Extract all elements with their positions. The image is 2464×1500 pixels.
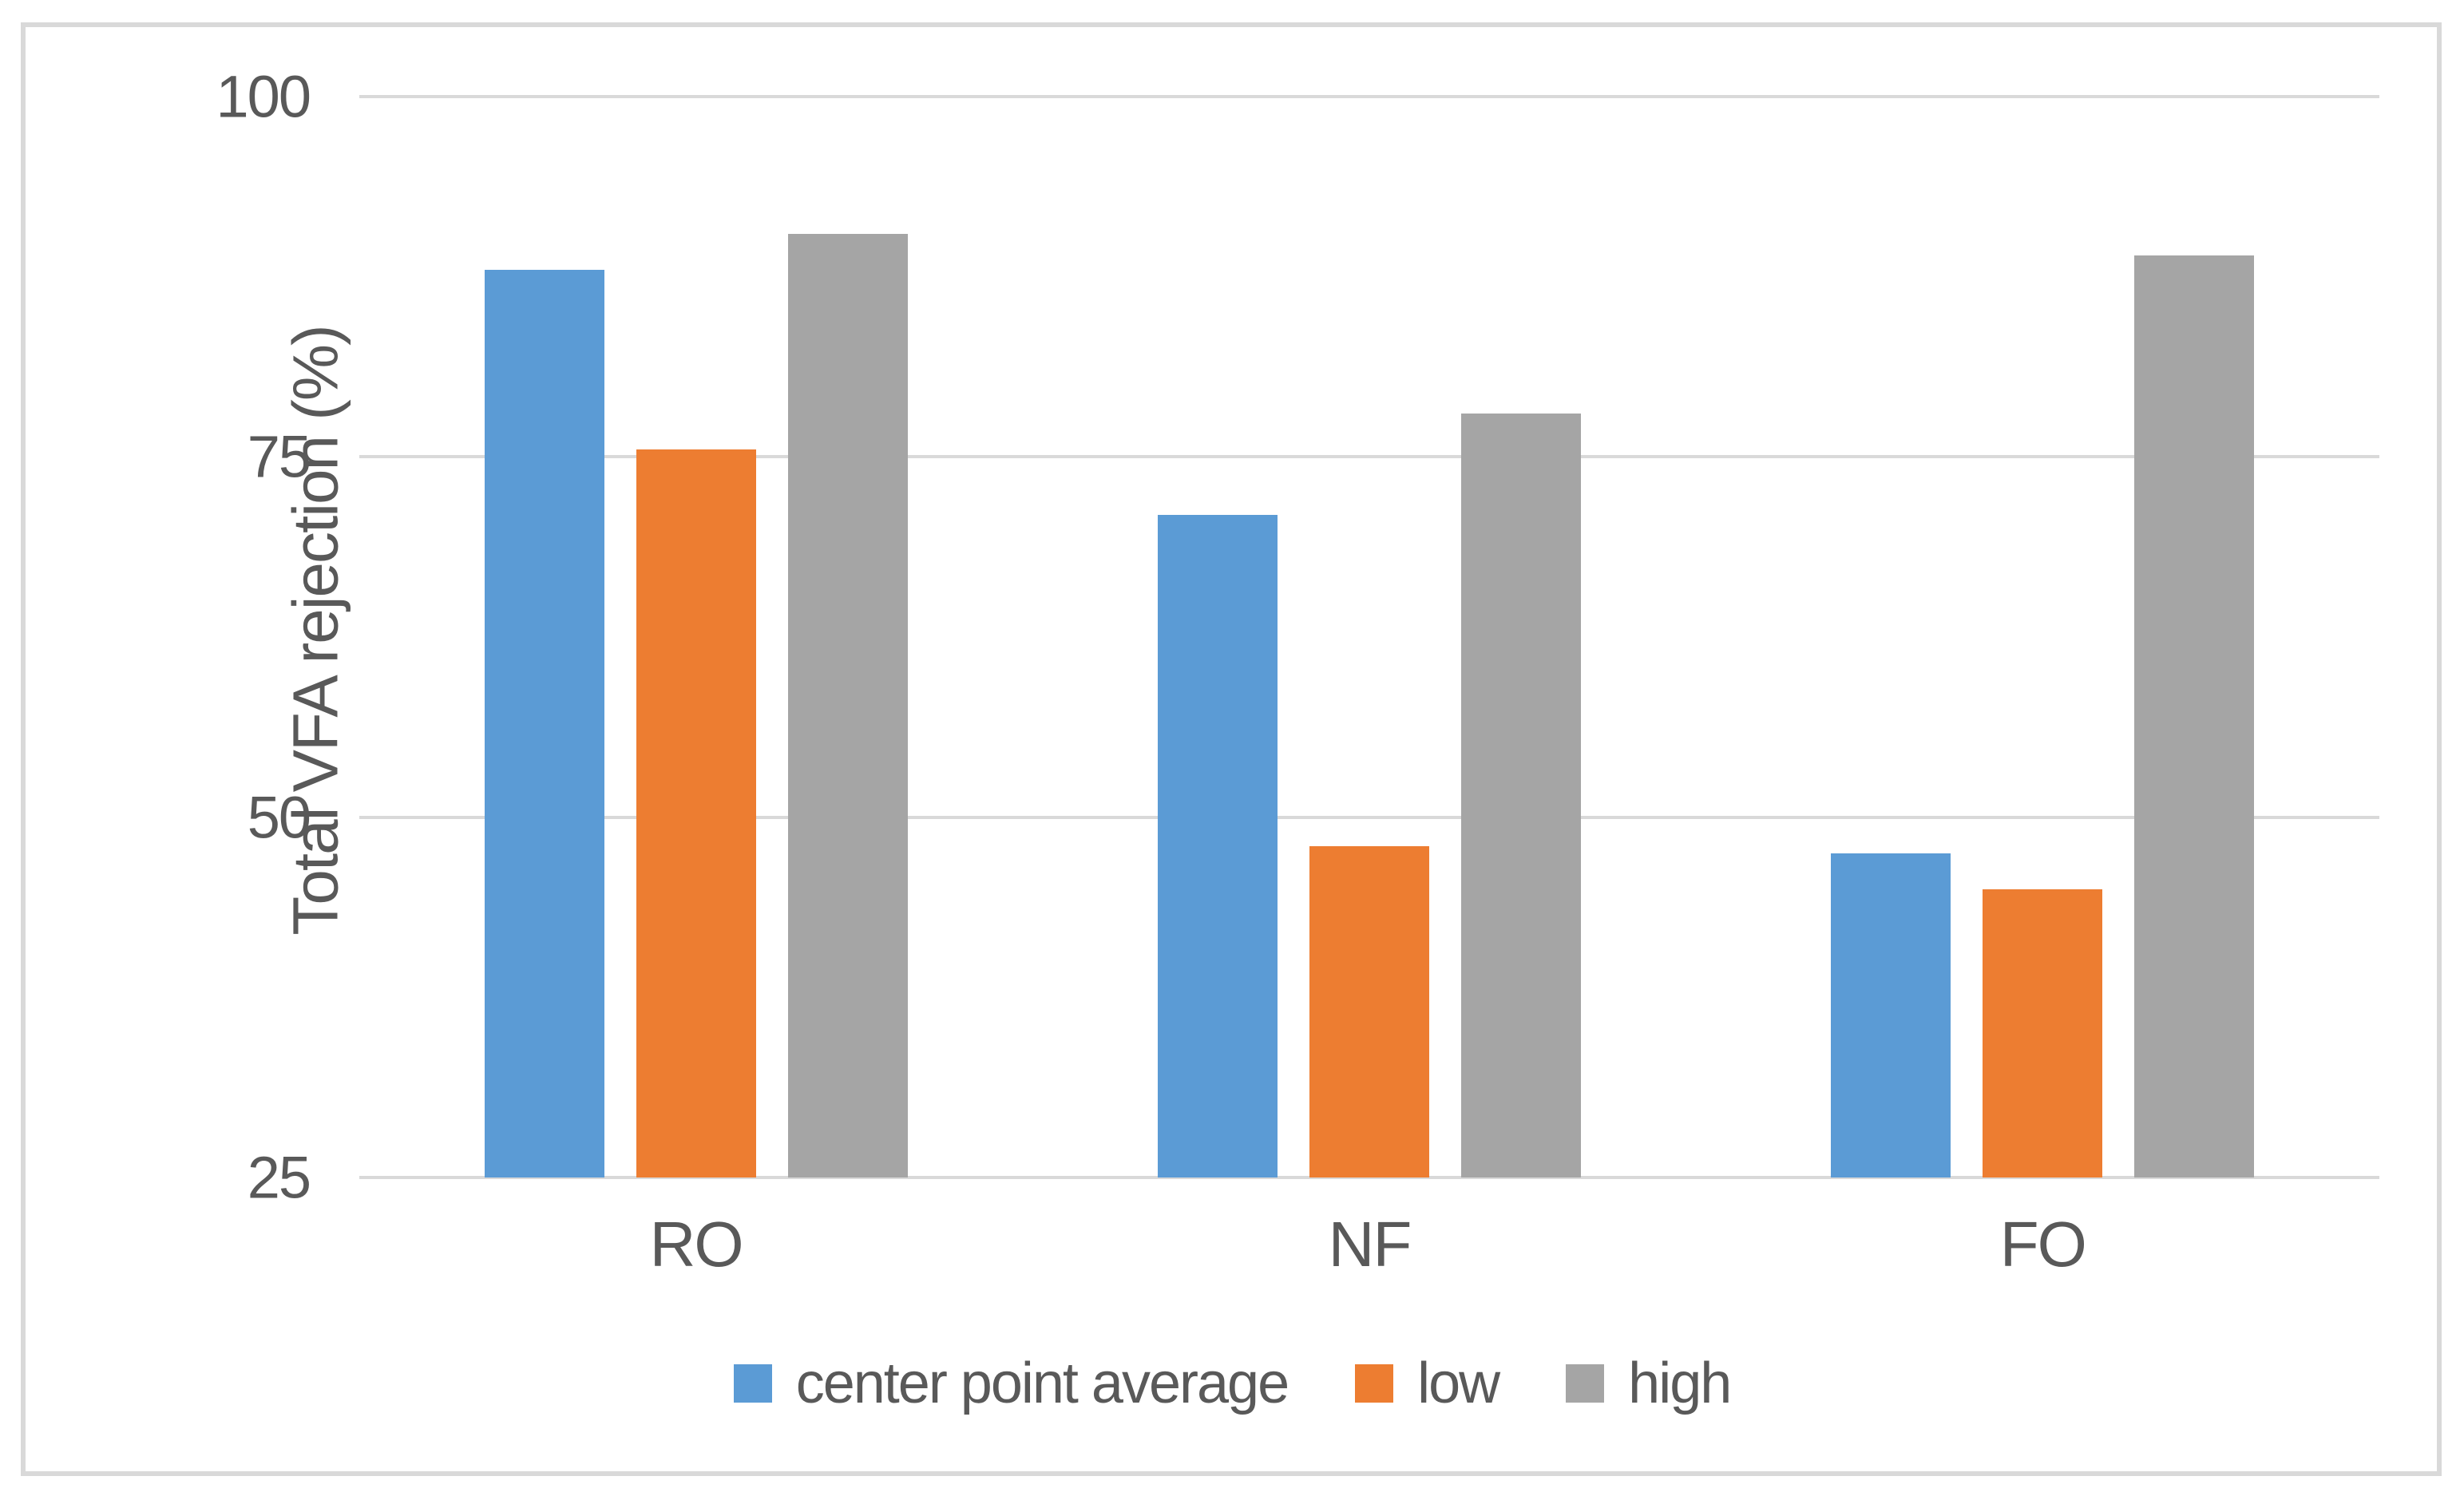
gridline-25: [359, 1176, 2379, 1179]
bar-group-fo: [1706, 97, 2379, 1177]
bar-group-ro: [359, 97, 1032, 1177]
legend-marker-icon: [1566, 1364, 1605, 1403]
legend-item-center-point-average: center point average: [733, 1351, 1289, 1416]
gridline-75: [359, 455, 2379, 459]
legend-label: center point average: [795, 1352, 1289, 1415]
bar-fo-high: [2134, 255, 2255, 1177]
y-tick-label-50: 50: [247, 784, 311, 851]
legend-marker-icon: [1355, 1364, 1394, 1403]
gridline-50: [359, 815, 2379, 819]
legend-label: low: [1417, 1352, 1500, 1415]
bar-ro-high: [787, 233, 908, 1177]
legend-item-high: high: [1566, 1351, 1732, 1416]
legend-marker-icon: [733, 1364, 772, 1403]
bar-fo-low: [1983, 889, 2103, 1177]
legend-item-low: low: [1355, 1351, 1500, 1416]
bar-groups: [359, 97, 2379, 1177]
legend-label: high: [1628, 1352, 1732, 1415]
x-axis-labels: RO NF FO: [359, 1177, 2379, 1281]
x-tick-label-ro: RO: [649, 1209, 744, 1280]
gridline-100: [359, 95, 2379, 98]
y-tick-label-100: 100: [216, 63, 311, 130]
bar-group-nf: [1032, 97, 1705, 1177]
bar-ro-center-point-average: [484, 269, 604, 1177]
bar-fo-center-point-average: [1831, 853, 1951, 1177]
bar-ro-low: [636, 449, 756, 1177]
plot-area: 100 75 50 25 RO NF FO: [216, 64, 2379, 1280]
x-tick-label-fo: FO: [1999, 1209, 2087, 1280]
bar-nf-center-point-average: [1157, 514, 1278, 1177]
x-tick-label-nf: NF: [1328, 1209, 1412, 1280]
y-tick-label-25: 25: [247, 1144, 311, 1211]
y-tick-label-75: 75: [247, 423, 311, 490]
bar-nf-low: [1309, 845, 1429, 1177]
bar-nf-high: [1460, 414, 1581, 1177]
legend: center point average low high: [0, 1351, 2464, 1416]
